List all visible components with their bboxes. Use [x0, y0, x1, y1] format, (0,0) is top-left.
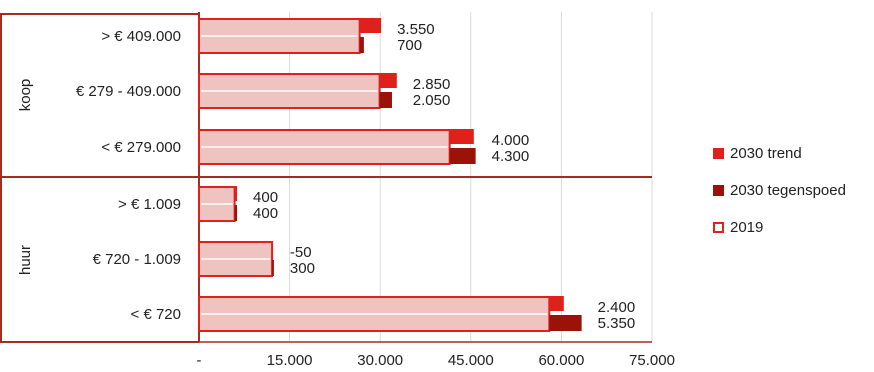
category-label: < € 279.000 — [101, 139, 181, 156]
group-label-huur: huur — [17, 245, 34, 275]
chart-legend: 2030 trend 2030 tegenspoed 2019 — [713, 143, 873, 254]
data-label-trend-5: 2.400 — [598, 299, 636, 316]
data-label-trend-0: 3.550 — [397, 21, 435, 38]
legend-item-2019: 2019 — [713, 217, 873, 237]
bar-2030-tegenspoed-3 — [234, 205, 238, 221]
data-label-tegenspoed-2: 4.300 — [492, 148, 530, 165]
bar-2030-tegenspoed-5 — [549, 315, 582, 331]
category-label: > € 409.000 — [101, 28, 181, 45]
data-label-tegenspoed-5: 5.350 — [598, 315, 636, 332]
x-tick-label-4: 60.000 — [538, 352, 584, 369]
data-label-trend-3: 400 — [253, 189, 278, 206]
legend-label-2030-trend: 2030 trend — [730, 144, 802, 162]
bar-2030-trend-3 — [234, 186, 238, 201]
data-label-tegenspoed-4: 300 — [290, 260, 315, 277]
category-label: > € 1.009 — [118, 196, 181, 213]
data-label-trend-1: 2.850 — [413, 76, 451, 93]
x-tick-label-0: - — [197, 352, 202, 369]
legend-label-2030-tegenspoed: 2030 tegenspoed — [730, 181, 846, 199]
data-label-trend-4: -50 — [290, 244, 312, 261]
data-label-tegenspoed-0: 700 — [397, 37, 422, 54]
legend-swatch-tegenspoed — [713, 184, 724, 196]
bar-2030-tegenspoed-2 — [449, 148, 476, 164]
group-label-koop: koop — [17, 79, 34, 112]
bar-2030-tegenspoed-4 — [272, 260, 274, 276]
category-label: < € 720 — [131, 306, 181, 323]
bar-2030-tegenspoed-1 — [379, 92, 392, 108]
legend-swatch-trend — [713, 147, 724, 159]
legend-item-2030-trend: 2030 trend — [713, 143, 873, 163]
legend-label-2019: 2019 — [730, 218, 764, 236]
bar-2030-trend-1 — [379, 73, 397, 88]
data-label-tegenspoed-1: 2.050 — [413, 92, 451, 109]
legend-swatch-2019 — [713, 221, 724, 233]
category-label: € 279 - 409.000 — [76, 83, 181, 100]
bar-2030-trend-2 — [449, 129, 474, 144]
x-tick-label-2: 30.000 — [357, 352, 403, 369]
bar-2030-tegenspoed-0 — [359, 37, 364, 53]
legend-item-2030-tegenspoed: 2030 tegenspoed — [713, 180, 873, 200]
data-label-tegenspoed-3: 400 — [253, 205, 278, 222]
x-tick-label-3: 45.000 — [448, 352, 494, 369]
bar-2030-trend-5 — [549, 296, 564, 311]
group-bracket-huur — [0, 176, 199, 343]
category-label: € 720 - 1.009 — [93, 251, 181, 268]
data-label-trend-2: 4.000 — [492, 132, 530, 149]
x-tick-label-5: 75.000 — [629, 352, 675, 369]
bar-2030-trend-0 — [359, 18, 382, 33]
x-tick-label-1: 15.000 — [267, 352, 313, 369]
